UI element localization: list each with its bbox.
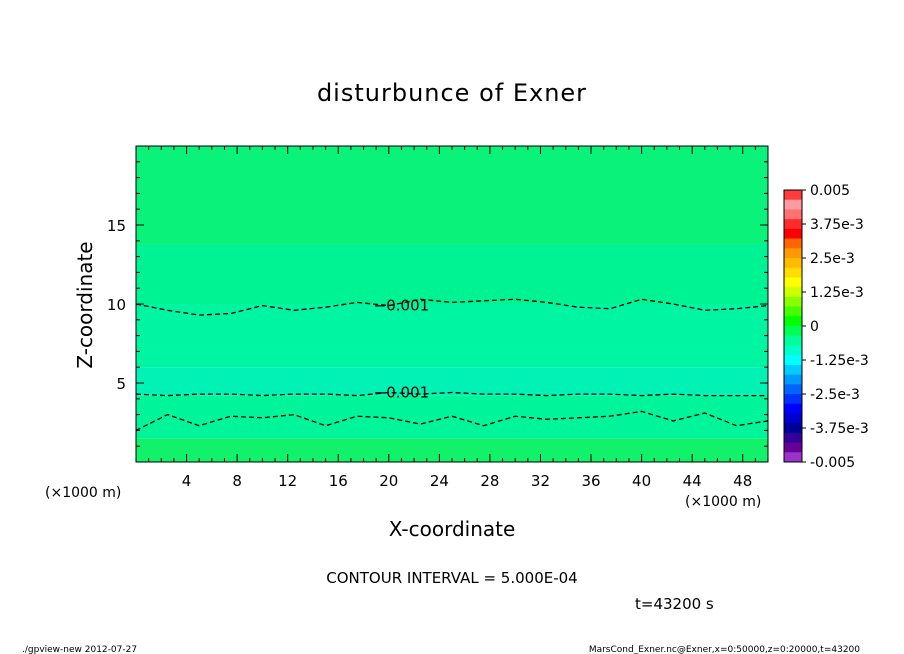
- colorbar-segment-21: [784, 394, 802, 405]
- band-0: [136, 438, 768, 462]
- colorbar-segment-2: [784, 209, 802, 220]
- colorbar-segment-1: [784, 199, 802, 210]
- contour-label-1: −0.001: [374, 383, 430, 401]
- x-unit-label-left: (×1000 m): [45, 485, 121, 501]
- colorbar-segment-18: [784, 364, 802, 376]
- colorbar-segment-20: [784, 384, 802, 395]
- colorbar-label-2: 2.5e-3: [810, 251, 855, 267]
- colorbar-label-8: -0.005: [810, 455, 855, 471]
- colorbar-label-0: 0.005: [810, 183, 850, 199]
- colorbar-label-3: 1.25e-3: [810, 285, 864, 301]
- contour-line-1: [136, 391, 768, 397]
- x-tick-label-5: 24: [430, 472, 449, 490]
- x-tick-label-2: 12: [278, 472, 297, 490]
- contour-line-2: [136, 410, 768, 431]
- footer-left: ./gpview-new 2012-07-27: [22, 645, 137, 654]
- x-tick-label-0: 4: [182, 472, 192, 490]
- colorbar-segment-27: [784, 452, 802, 463]
- x-tick-label-3: 16: [329, 472, 348, 490]
- contour-lines: [136, 298, 768, 431]
- colorbar-label-4: 0: [810, 319, 819, 335]
- colorbar-segment-8: [784, 267, 802, 278]
- x-unit-label-right: (×1000 m): [685, 494, 761, 510]
- colorbar-segment-12: [784, 306, 802, 317]
- band-1: [136, 395, 768, 439]
- y-tick-label-2: 15: [107, 217, 126, 235]
- colorbar-label-5: -1.25e-3: [810, 353, 869, 369]
- band-2: [136, 367, 768, 396]
- colorbar-label-6: -2.5e-3: [810, 387, 860, 403]
- band-4: [136, 243, 768, 304]
- x-tick-label-7: 32: [531, 472, 550, 490]
- x-tick-label-8: 36: [581, 472, 600, 490]
- band-5: [136, 146, 768, 244]
- colorbar-segment-4: [784, 228, 802, 240]
- colorbar-label-7: -3.75e-3: [810, 421, 869, 437]
- y-tick-label-1: 10: [107, 296, 126, 314]
- x-axis: 4 8 12 16 20 24 28 32 36 40 44 48: [148, 146, 756, 490]
- colorbar-segment-11: [784, 296, 802, 308]
- time-label: t=43200 s: [635, 595, 714, 613]
- colorbar-segment-13: [784, 316, 802, 327]
- colorbar-segment-14: [784, 326, 802, 337]
- colorbar-segment-23: [784, 413, 802, 424]
- contour-fill: [136, 146, 768, 462]
- band-3: [136, 304, 768, 368]
- contour-label-0: −0.001: [374, 297, 430, 315]
- colorbar-segment-0: [784, 190, 802, 201]
- footer-right: MarsCond_Exner.nc@Exner,x=0:50000,z=0:20…: [589, 645, 860, 654]
- contour-line-0: [136, 298, 768, 316]
- x-axis-label: X-coordinate: [389, 517, 516, 541]
- x-tick-label-11: 48: [733, 472, 752, 490]
- x-tick-label-9: 40: [632, 472, 651, 490]
- colorbar-segment-10: [784, 287, 802, 298]
- colorbar-segment-3: [784, 219, 802, 230]
- colorbar-segment-7: [784, 258, 802, 269]
- colorbar-segment-15: [784, 335, 802, 346]
- y-axis-label: Z-coordinate: [73, 241, 97, 368]
- colorbar-segment-5: [784, 238, 802, 249]
- colorbar-segment-22: [784, 403, 802, 414]
- colorbar: [783, 189, 803, 463]
- x-tick-label-10: 44: [683, 472, 702, 490]
- colorbar-segment-16: [784, 345, 802, 356]
- y-axis: 5 10 15: [107, 161, 768, 447]
- contour-interval: CONTOUR INTERVAL = 5.000E-04: [326, 569, 577, 587]
- colorbar-segment-9: [784, 277, 802, 288]
- x-tick-label-6: 28: [480, 472, 499, 490]
- colorbar-label-1: 3.75e-3: [810, 217, 864, 233]
- colorbar-segment-17: [784, 355, 802, 366]
- colorbar-labels: 0.005 3.75e-3 2.5e-3 1.25e-3 0 -1.25e-3 -2.5e-…: [802, 183, 869, 471]
- colorbar-segment-19: [784, 374, 802, 385]
- x-tick-label-4: 20: [379, 472, 398, 490]
- colorbar-segment-24: [784, 423, 802, 434]
- x-tick-label-1: 8: [232, 472, 242, 490]
- chart-title: disturbunce of Exner: [317, 79, 587, 107]
- y-tick-label-0: 5: [116, 375, 126, 393]
- colorbar-segment-26: [784, 442, 802, 453]
- colorbar-segment-25: [784, 432, 802, 444]
- contour-labels: −0.001 −0.001: [374, 297, 430, 402]
- colorbar-segment-6: [784, 248, 802, 259]
